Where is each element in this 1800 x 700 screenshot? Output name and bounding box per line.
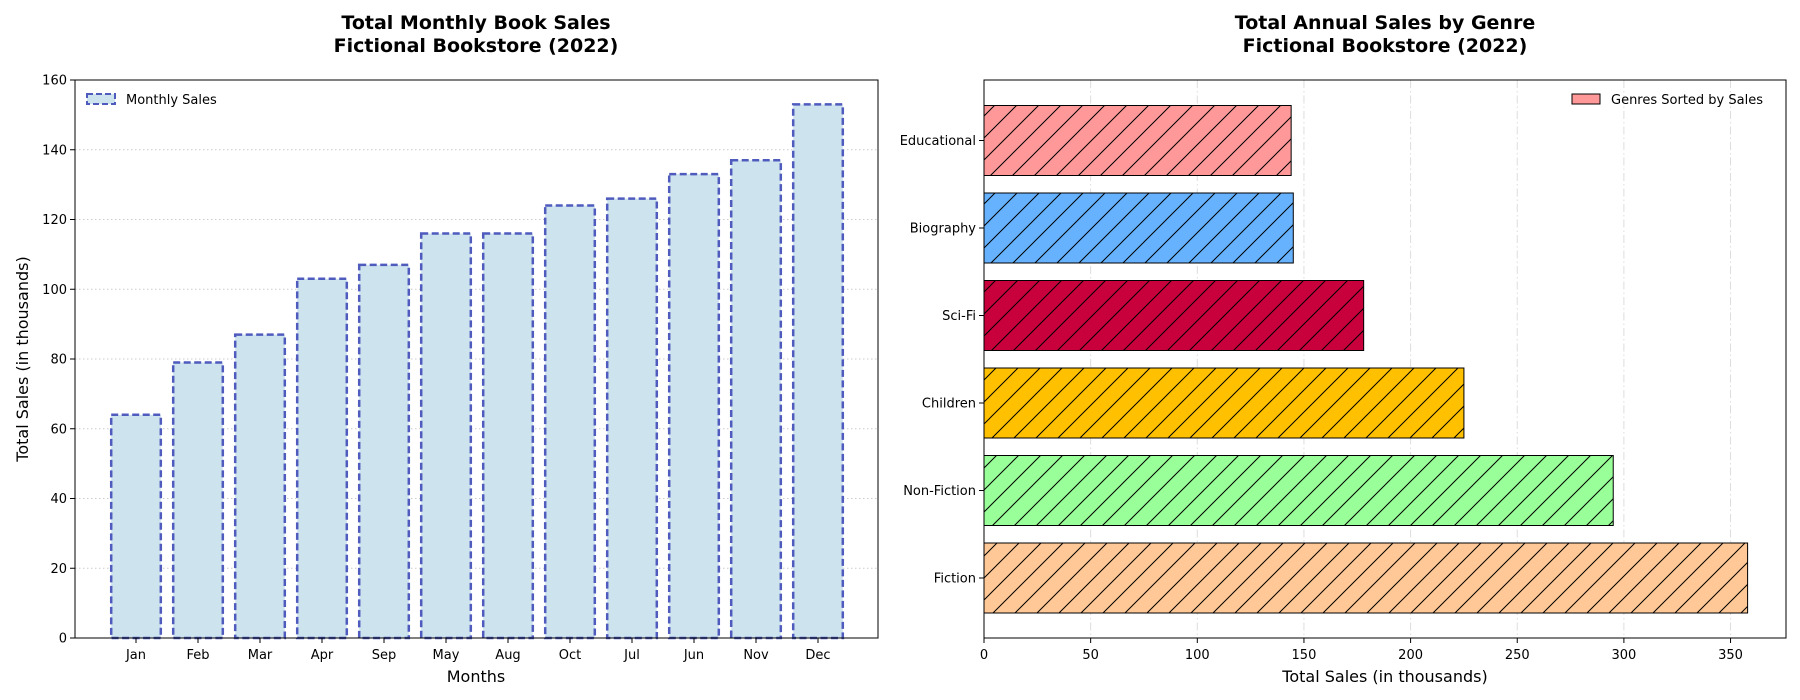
left-x-tick-label: May <box>433 648 460 663</box>
left-bar <box>791 103 845 640</box>
left-x-tick-label: Jul <box>623 648 640 663</box>
left-bar <box>419 232 473 640</box>
left-y-tick-label: 60 <box>50 422 67 437</box>
right-legend-label: Genres Sorted by Sales <box>1611 93 1763 108</box>
right-bar-hatch <box>983 455 1614 526</box>
left-y-tick-label: 0 <box>59 632 67 647</box>
left-chart-title-line1: Total Monthly Book Sales <box>341 12 610 34</box>
left-bar <box>357 263 411 640</box>
left-x-tick-label: Feb <box>186 648 209 663</box>
right-y-tick-label: Sci-Fi <box>942 309 976 324</box>
left-y-tick-label: 40 <box>50 492 67 507</box>
left-x-tick-label: Jun <box>683 648 704 663</box>
left-chart-title-line2: Fictional Bookstore (2022) <box>334 35 619 57</box>
left-x-tick-label: Oct <box>559 648 581 663</box>
right-legend: Genres Sorted by Sales <box>1571 93 1763 108</box>
left-bar <box>605 197 659 640</box>
right-x-tick-label: 50 <box>1082 648 1099 663</box>
left-legend-swatch <box>86 93 116 105</box>
right-plot-frame <box>983 79 1787 639</box>
left-x-tick-label: Dec <box>805 648 830 663</box>
left-y-tick-label: 20 <box>50 562 67 577</box>
left-x-tick-label: Mar <box>248 648 273 663</box>
right-bar-hatch <box>983 280 1365 351</box>
left-y-tick-label: 160 <box>42 74 67 89</box>
right-y-ticks: Fiction Non-Fiction Children Sci-Fi Biograph… <box>900 134 984 587</box>
right-x-ticks: 0 50 100 150 200 250 300 350 <box>980 638 1743 663</box>
right-x-tick-label: 150 <box>1292 648 1317 663</box>
right-x-tick-label: 300 <box>1611 648 1636 663</box>
left-x-tick-label: Sep <box>372 648 397 663</box>
right-x-axis-label: Total Sales (in thousands) <box>1281 667 1487 686</box>
left-bars <box>109 103 845 640</box>
left-x-ticks: Jan Feb Mar Apr Sep May Aug Oct Jul Jun Nov Dec <box>125 638 831 663</box>
left-y-tick-label: 80 <box>50 353 67 368</box>
left-bar <box>233 333 287 640</box>
right-y-tick-label: Non-Fiction <box>903 484 976 499</box>
left-y-ticks: 0 20 40 60 80 100 120 140 160 <box>42 74 75 647</box>
left-bar <box>729 158 783 640</box>
left-x-tick-label: Nov <box>743 648 769 663</box>
right-chart-title-line1: Total Annual Sales by Genre <box>1235 12 1535 34</box>
right-y-tick-label: Educational <box>900 134 976 149</box>
right-y-tick-label: Biography <box>910 222 977 237</box>
right-chart-title-line2: Fictional Bookstore (2022) <box>1243 35 1528 57</box>
right-y-tick-label: Children <box>922 397 976 412</box>
left-x-tick-label: Apr <box>311 648 334 663</box>
left-bar <box>667 172 721 640</box>
right-x-tick-label: 100 <box>1185 648 1210 663</box>
right-bar-hatch <box>983 367 1465 439</box>
right-x-tick-label: 200 <box>1398 648 1423 663</box>
right-bars <box>983 105 1749 614</box>
right-bar-hatch <box>983 105 1292 176</box>
right-x-tick-label: 250 <box>1505 648 1530 663</box>
left-y-tick-label: 120 <box>42 213 67 228</box>
right-x-tick-label: 0 <box>980 648 988 663</box>
left-y-tick-label: 100 <box>42 283 67 298</box>
right-y-tick-label: Fiction <box>934 572 976 587</box>
right-x-tick-label: 350 <box>1718 648 1743 663</box>
left-legend-label: Monthly Sales <box>126 93 217 108</box>
genre-sales-chart: Total Annual Sales by Genre Fictional Bo… <box>900 12 1787 686</box>
right-legend-swatch <box>1571 93 1601 105</box>
left-x-tick-label: Jan <box>125 648 146 663</box>
left-legend: Monthly Sales <box>86 93 217 108</box>
left-x-tick-label: Aug <box>495 648 520 663</box>
left-x-axis-label: Months <box>447 667 505 686</box>
left-bar <box>109 413 163 640</box>
right-bar-hatch <box>983 192 1294 264</box>
left-bar <box>481 232 535 640</box>
left-y-tick-label: 140 <box>42 143 67 158</box>
left-bar <box>295 277 349 640</box>
left-bar <box>171 361 225 640</box>
monthly-sales-chart: Total Monthly Book Sales Fictional Books… <box>13 12 879 686</box>
right-bar-hatch <box>983 542 1749 614</box>
left-y-axis-label: Total Sales (in thousands) <box>13 256 32 462</box>
left-bar <box>543 204 597 640</box>
